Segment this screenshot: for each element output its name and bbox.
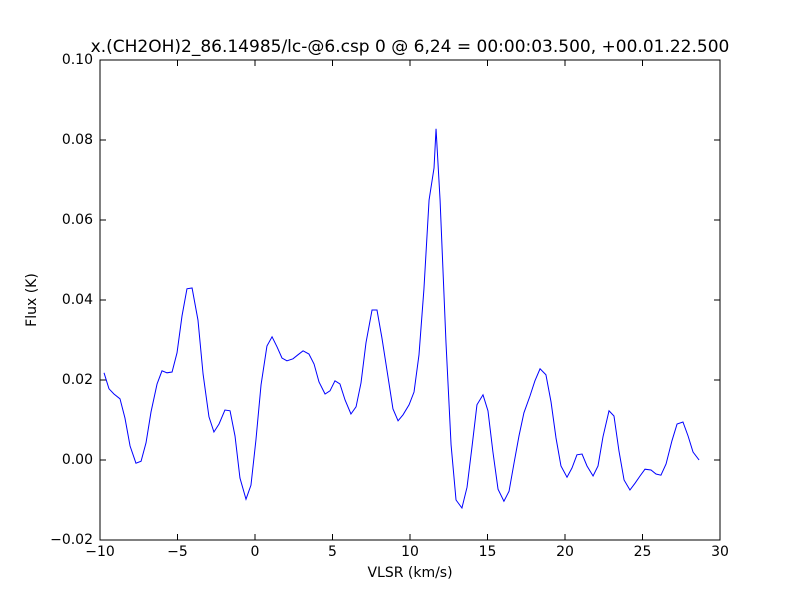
chart-title: x.(CH2OH)2_86.14985/lc-@6.csp 0 @ 6,24 =… xyxy=(91,37,730,57)
x-tick-label: 30 xyxy=(711,544,729,560)
y-tick-label: 0.00 xyxy=(62,452,93,468)
x-axis-label: VLSR (km/s) xyxy=(367,565,452,581)
x-tick-label: −10 xyxy=(85,544,115,560)
y-tick-label: −0.02 xyxy=(50,532,93,548)
x-tick-label: 0 xyxy=(251,544,260,560)
x-tick-label: 25 xyxy=(634,544,652,560)
y-tick-label: 0.10 xyxy=(62,52,93,68)
x-tick-label: 10 xyxy=(401,544,419,560)
x-tick-label: 15 xyxy=(479,544,497,560)
plot-frame xyxy=(99,59,721,541)
data-line xyxy=(103,128,700,510)
y-tick-label: 0.04 xyxy=(62,292,93,308)
y-tick-label: 0.08 xyxy=(62,132,93,148)
x-tick-label: 5 xyxy=(328,544,337,560)
x-tick-label: −5 xyxy=(167,544,188,560)
y-tick-label: 0.02 xyxy=(62,372,93,388)
x-tick-label: 20 xyxy=(556,544,574,560)
y-tick-label: 0.06 xyxy=(62,212,93,228)
y-axis-label: Flux (K) xyxy=(24,273,40,327)
